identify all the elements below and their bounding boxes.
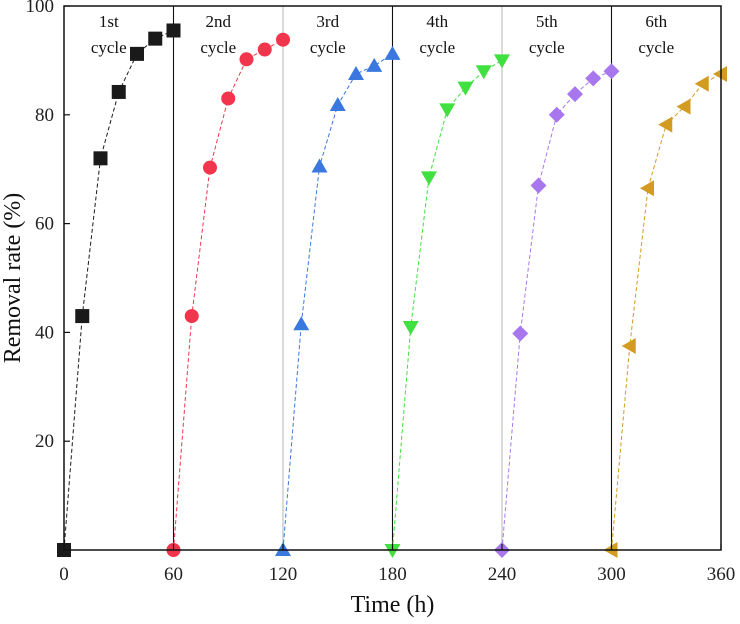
data-point	[475, 65, 492, 80]
cycle-label-word: cycle	[200, 38, 236, 57]
data-point	[93, 151, 108, 166]
series-diamond	[494, 63, 620, 558]
data-point	[293, 316, 310, 331]
data-point	[658, 116, 673, 133]
series-line	[501, 70, 612, 551]
series-triangle-down	[384, 54, 510, 558]
series-circle	[166, 32, 290, 557]
data-point	[239, 52, 254, 67]
data-point	[640, 180, 654, 197]
data-point	[329, 97, 346, 112]
series-line	[392, 59, 503, 551]
data-point	[603, 63, 620, 80]
data-point	[439, 103, 456, 118]
data-point	[348, 66, 364, 80]
y-tick-label: 40	[35, 322, 54, 343]
data-point	[530, 177, 547, 194]
data-point	[421, 171, 437, 186]
x-tick-label: 240	[488, 564, 517, 585]
x-tick-label: 0	[59, 564, 69, 585]
data-point	[384, 544, 401, 558]
data-point	[257, 42, 272, 57]
cycle-label-number: 6th	[645, 12, 667, 31]
y-tick-label: 80	[35, 105, 54, 126]
cycle-label-number: 5th	[536, 12, 558, 31]
data-point	[585, 70, 602, 87]
series-triangle-up	[275, 45, 401, 556]
data-point	[166, 23, 181, 38]
cycle-labels: 1st cycle 2nd cycle 3rd cycle 4th cycle 5th cycle…	[91, 12, 674, 57]
x-tick-label: 360	[707, 564, 736, 585]
data-point	[75, 309, 90, 324]
data-point	[221, 91, 236, 106]
x-axis-title: Time (h)	[351, 592, 435, 618]
cycle-label-word: cycle	[638, 38, 674, 57]
data-point	[548, 106, 565, 123]
series-line	[282, 53, 393, 551]
data-point	[111, 84, 126, 99]
data-point	[694, 75, 709, 92]
data-point	[713, 66, 727, 82]
cycle-dividers	[172, 6, 613, 550]
series-triangle-left	[603, 66, 727, 558]
cycle-label-word: cycle	[310, 38, 346, 57]
cycle-label-word: cycle	[419, 38, 455, 57]
data-point	[567, 86, 583, 103]
data-point	[276, 32, 290, 47]
series-line	[63, 30, 174, 551]
y-tick-label: 20	[35, 431, 54, 452]
cycle-label-number: 2nd	[206, 12, 232, 31]
y-tick-label: 100	[26, 0, 55, 17]
y-tick-label: 60	[35, 214, 54, 235]
data-point	[366, 57, 383, 72]
series-line	[173, 39, 284, 551]
x-tick-label: 60	[164, 564, 183, 585]
series-line	[611, 73, 722, 551]
cycle-label-number: 4th	[426, 12, 448, 31]
y-axis-title: Removal rate (%)	[0, 193, 26, 364]
series-square	[57, 23, 181, 557]
data-point	[203, 160, 217, 175]
data-point	[512, 325, 529, 342]
x-tick-label: 120	[269, 564, 298, 585]
cycle-label-word: cycle	[529, 38, 565, 57]
cycle-label-word: cycle	[91, 38, 127, 57]
data-point	[676, 98, 691, 115]
series-layer	[57, 23, 727, 558]
cycle-label-number: 3rd	[316, 12, 339, 31]
data-point	[130, 46, 144, 61]
data-point	[402, 320, 419, 335]
x-tick-label: 300	[597, 564, 626, 585]
data-point	[457, 81, 474, 96]
data-point	[621, 338, 636, 354]
data-point	[384, 45, 401, 60]
data-point	[494, 54, 510, 69]
cycle-label-number: 1st	[99, 12, 119, 31]
x-tick-label: 180	[378, 564, 407, 585]
data-point	[311, 158, 328, 173]
axis-ticks: 0 60 120 180 240 300 360 20 40 60 80 100	[26, 0, 736, 585]
data-point	[148, 31, 163, 46]
data-point	[184, 309, 199, 324]
